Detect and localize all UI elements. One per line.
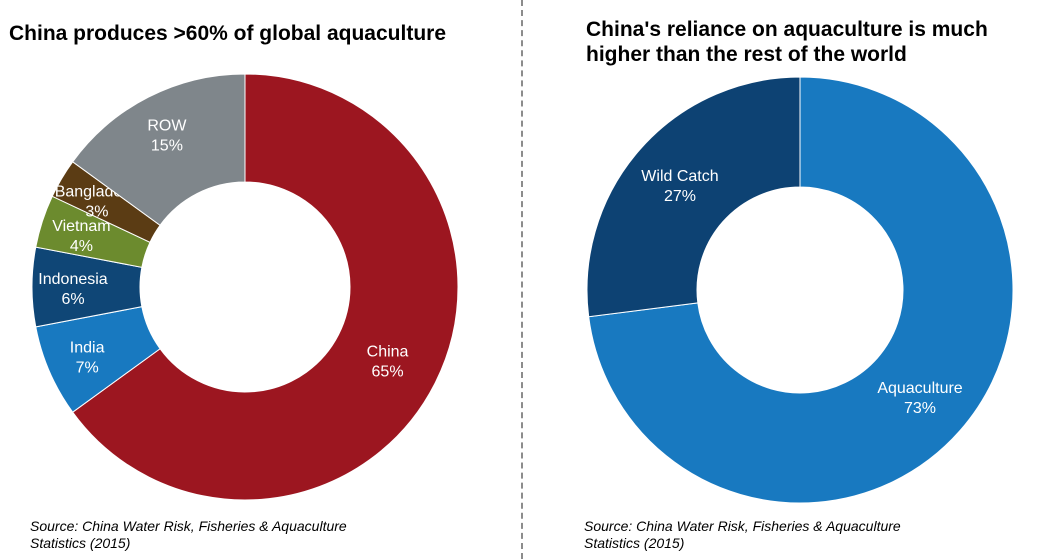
panel-divider [521,0,523,559]
left-chart-panel: China produces >60% of global aquacultur… [0,0,518,559]
donut-slice-wild-catch [586,76,801,318]
slice-value-wild-catch: 27% [664,188,696,205]
slice-label-india: India [70,339,105,356]
slice-label-row: ROW [147,118,187,135]
donut-slice-aquaculture [588,76,1014,504]
slice-label-vietnam: Vietnam [52,218,110,235]
donut-slice-china [71,73,459,501]
right-donut-chart: Aquaculture 73% Wild Catch 27% [586,76,1014,504]
slice-value-indonesia: 6% [61,291,84,308]
donut-slice-row [71,73,246,226]
slice-label-china: China [367,344,409,361]
left-donut-chart: China65%India7%Indonesia6%Vietnam4%Bangl… [31,73,459,501]
slice-value-china: 65% [372,364,404,381]
right-chart-title: China's reliance on aquaculture is much … [586,18,988,66]
slice-value-aquaculture: 73% [904,400,936,417]
right-chart-source: Source: China Water Risk, Fisheries & Aq… [584,518,901,551]
slice-label-wild-catch: Wild Catch [641,168,718,185]
slice-value-row: 15% [151,138,183,155]
right-chart-panel: China's reliance on aquaculture is much … [523,0,1038,559]
slice-value-vietnam: 4% [70,238,93,255]
left-chart-source: Source: China Water Risk, Fisheries & Aq… [30,518,347,551]
slice-label-aquaculture: Aquaculture [877,380,962,397]
slice-label-indonesia: Indonesia [38,271,107,288]
slice-value-bangladesh: 3% [85,203,108,220]
slice-value-india: 7% [76,359,99,376]
left-chart-title: China produces >60% of global aquacultur… [9,22,447,45]
